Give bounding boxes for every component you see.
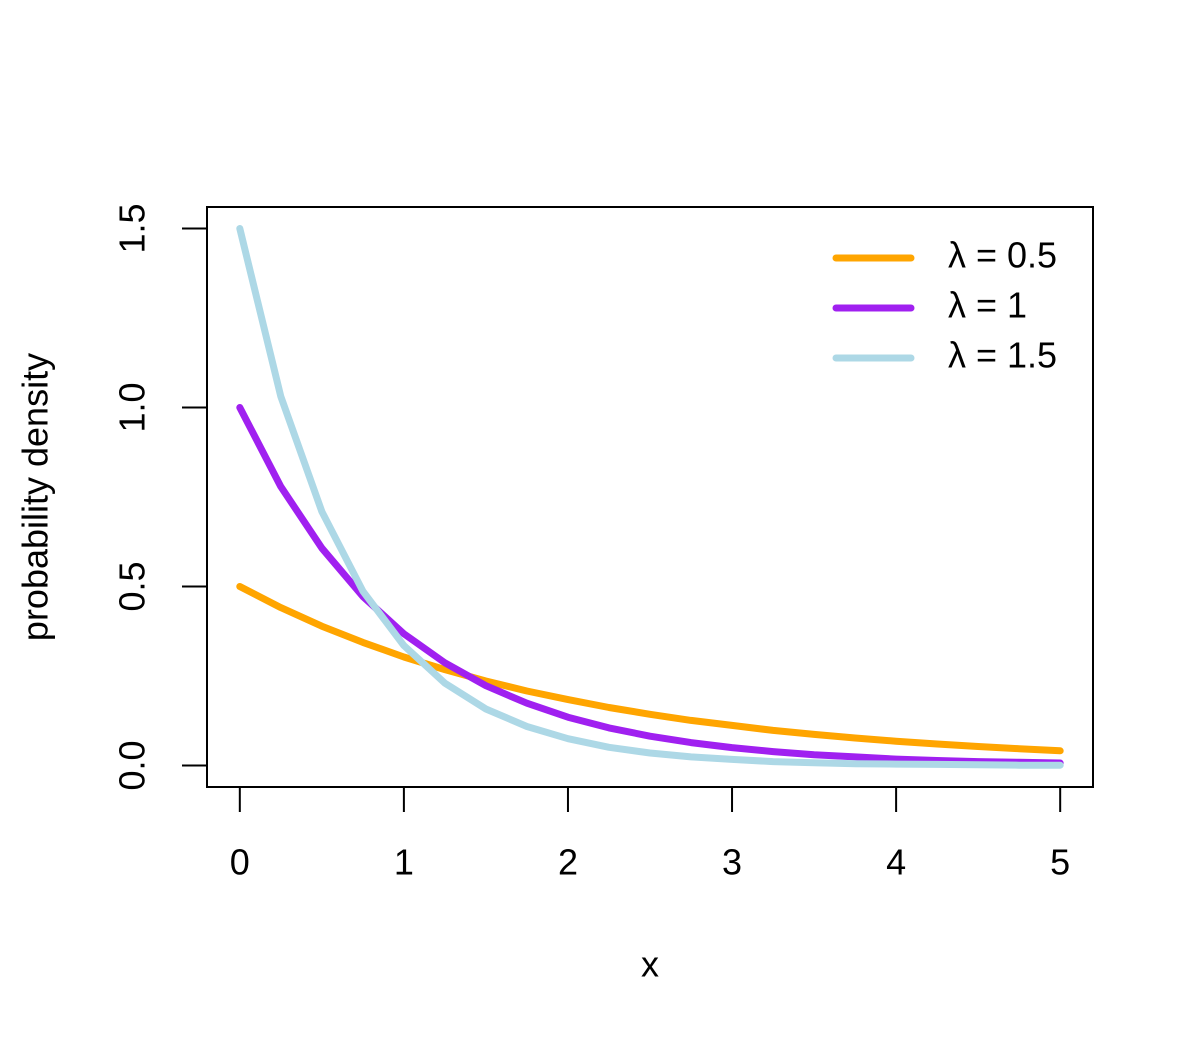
x-tick-label: 2 bbox=[558, 842, 578, 883]
y-tick-label: 1.0 bbox=[112, 382, 153, 432]
y-axis-label: probability density bbox=[15, 353, 56, 641]
y-tick-label: 0.5 bbox=[112, 561, 153, 611]
x-axis-label: x bbox=[641, 944, 659, 985]
x-tick-label: 1 bbox=[394, 842, 414, 883]
y-tick-label: 0.0 bbox=[112, 740, 153, 790]
legend-label: λ = 0.5 bbox=[948, 235, 1057, 276]
series-line bbox=[236, 583, 1064, 755]
x-tick-label: 0 bbox=[230, 842, 250, 883]
legend-label: λ = 1 bbox=[948, 285, 1027, 326]
x-tick-label: 5 bbox=[1050, 842, 1070, 883]
series-line bbox=[236, 225, 1064, 769]
legend-label: λ = 1.5 bbox=[948, 335, 1057, 376]
x-tick-label: 4 bbox=[886, 842, 906, 883]
x-tick-label: 3 bbox=[722, 842, 742, 883]
y-tick-label: 1.5 bbox=[112, 203, 153, 253]
